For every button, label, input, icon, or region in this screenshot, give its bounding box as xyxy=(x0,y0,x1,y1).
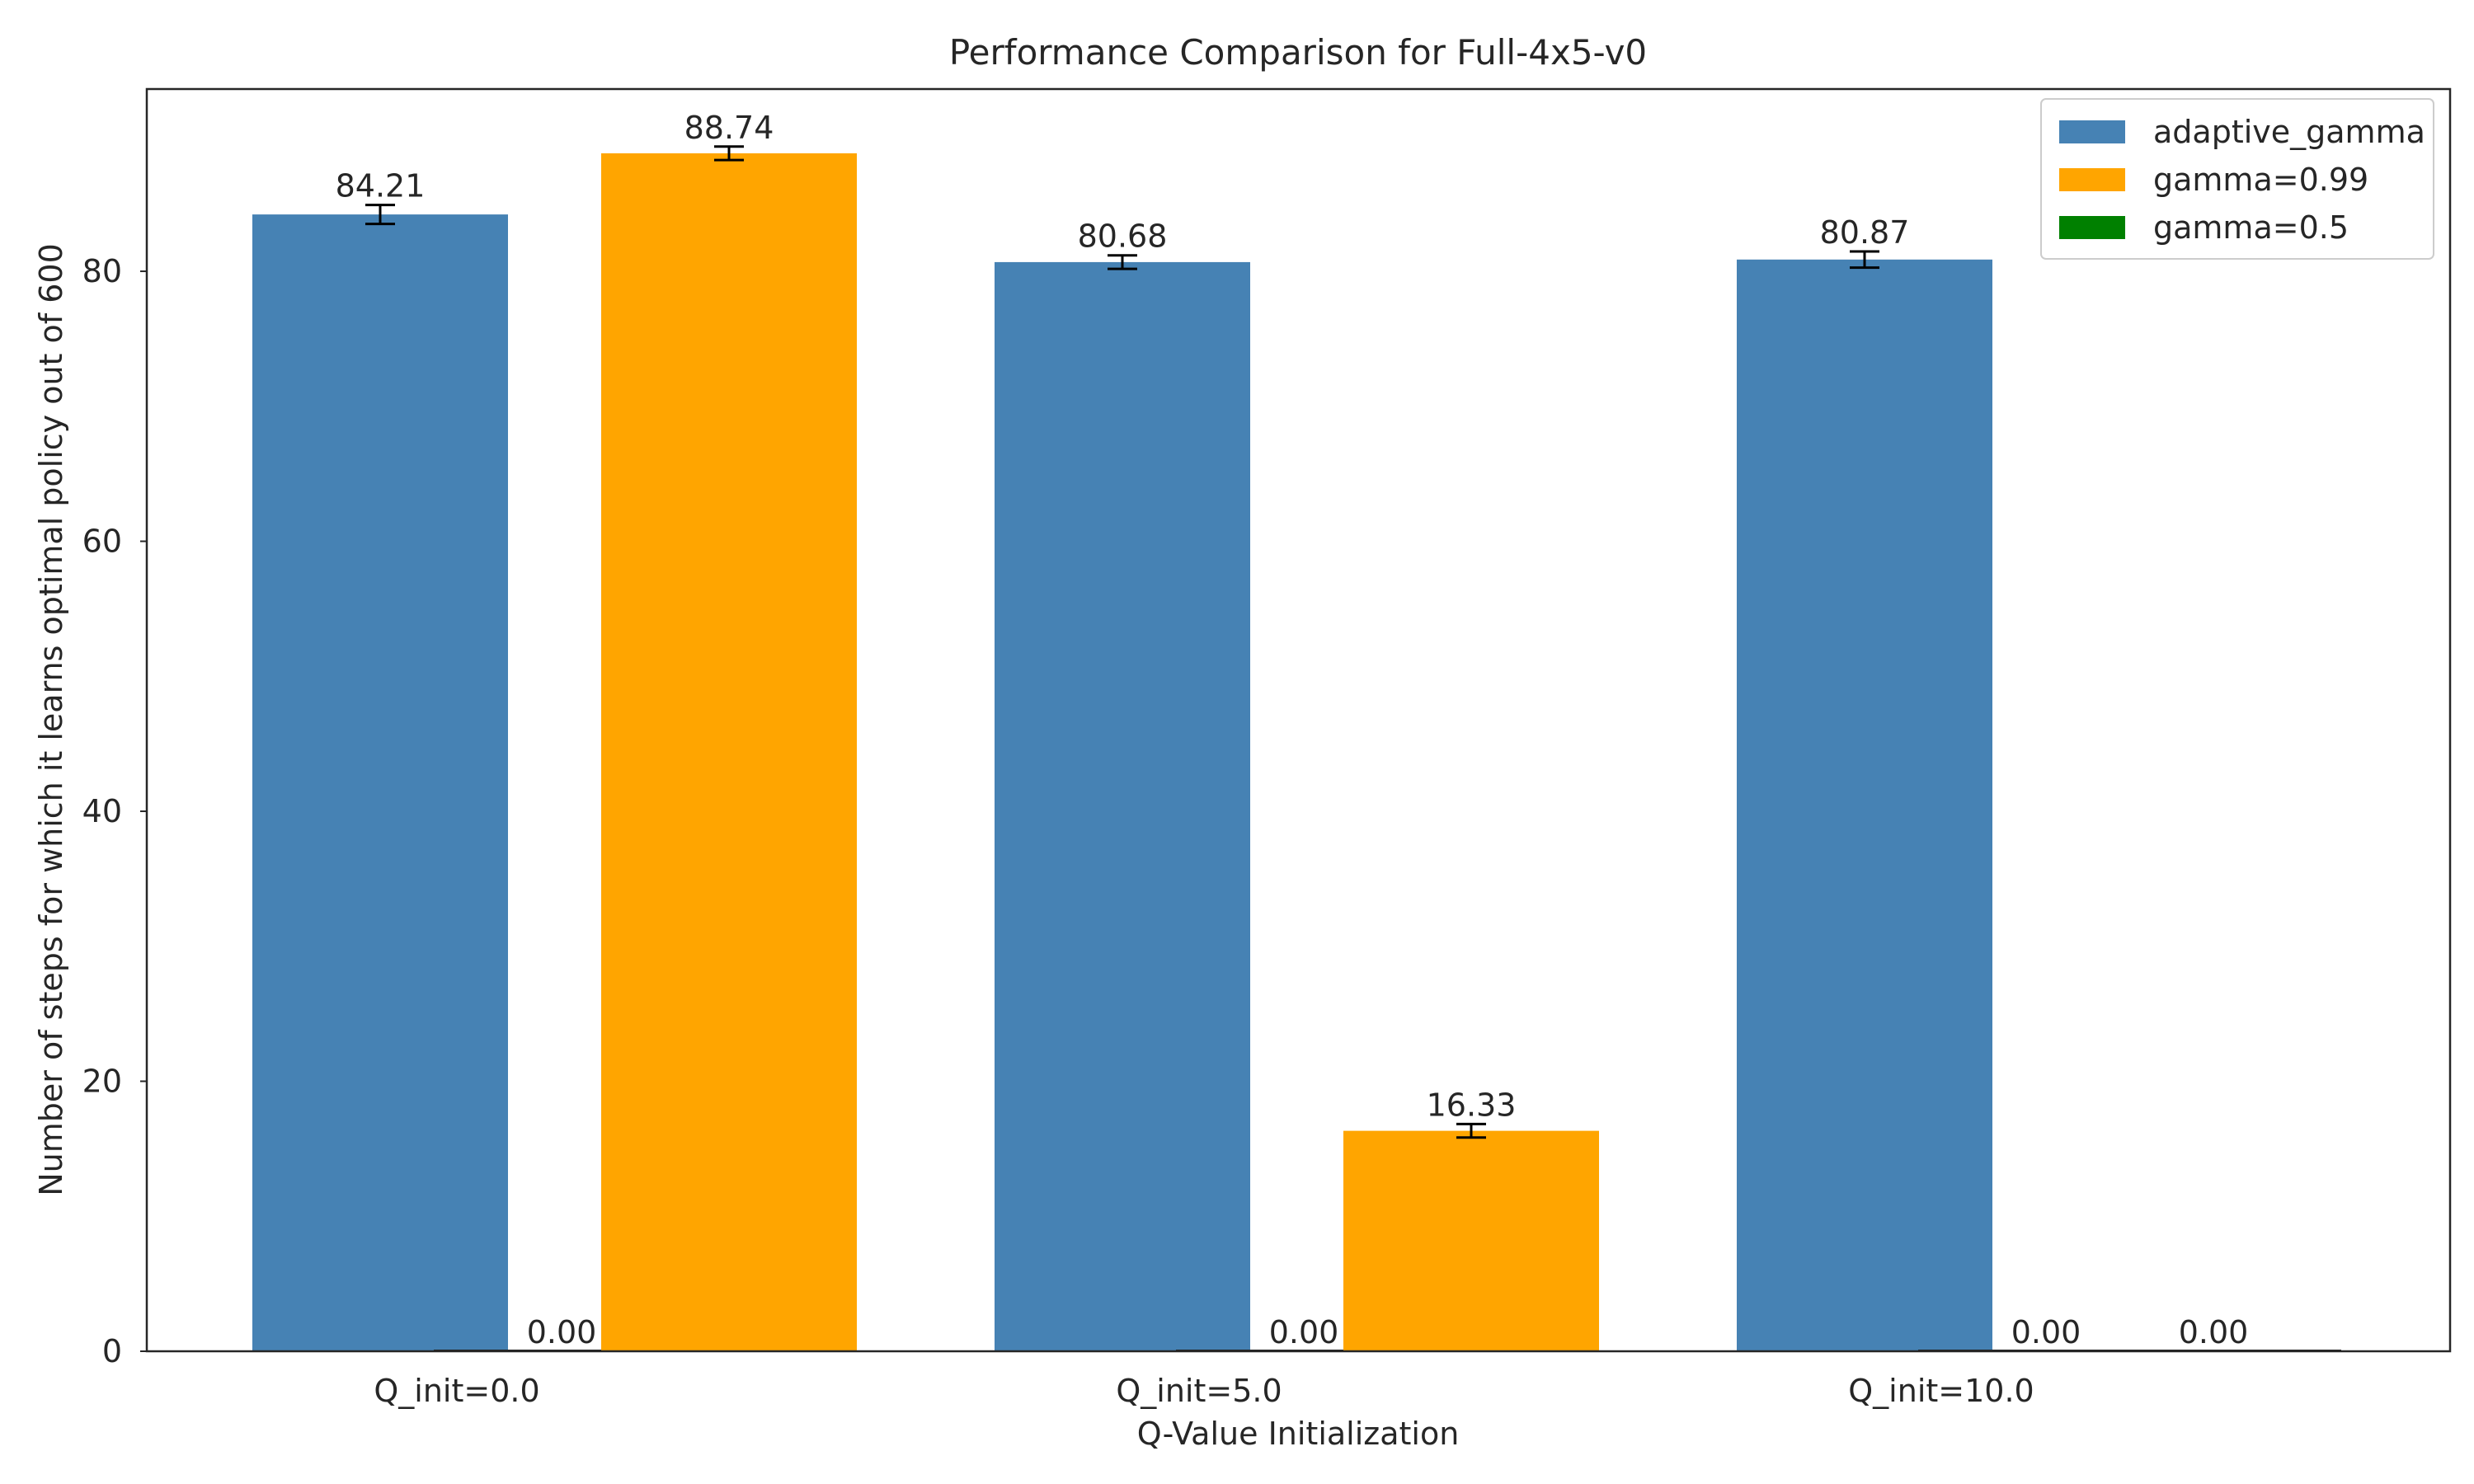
data-label-0-2: 80.87 xyxy=(1820,214,1910,251)
y-tick-label: 0 xyxy=(102,1333,122,1369)
error-bar-0-1 xyxy=(1108,254,1137,270)
bar-2-0 xyxy=(601,153,857,1352)
error-bar-2-1 xyxy=(1456,1122,1486,1139)
plot-frame xyxy=(145,87,2452,1353)
x-tick-label: Q_init=10.0 xyxy=(1848,1373,2034,1409)
data-label-2-0: 88.74 xyxy=(684,110,774,146)
y-tick-label: 60 xyxy=(82,524,122,560)
legend-swatch-1 xyxy=(2059,216,2125,239)
legend-frame xyxy=(2040,98,2434,260)
legend: adaptive_gamma gamma=0.99 gamma=0.5 xyxy=(2040,98,2434,260)
data-label-1-1: 0.00 xyxy=(1269,1314,1339,1350)
legend-label-0: adaptive_gamma xyxy=(2153,114,2425,150)
x-axis-label: Q-Value Initialization xyxy=(1137,1416,1460,1452)
chart-title: Performance Comparison for Full-4x5-v0 xyxy=(949,32,1647,73)
error-bar-0-0 xyxy=(365,204,395,226)
data-labels-layer: 84.21 80.68 80.87 0.00 0.00 0.00 88.74 16.33 0.0… xyxy=(336,110,2249,1350)
bars-layer xyxy=(252,153,2341,1352)
x-tick-label: Q_init=5.0 xyxy=(1116,1373,1282,1409)
legend-label-1: gamma=0.5 xyxy=(2153,209,2349,246)
error-bar-0-2 xyxy=(1850,250,1879,270)
bar-0-2 xyxy=(1737,259,1992,1351)
legend-swatch-0 xyxy=(2059,120,2125,143)
data-label-1-2: 0.00 xyxy=(2011,1314,2081,1350)
x-axis-ticks: Q_init=0.0 Q_init=5.0 Q_init=10.0 xyxy=(374,1373,2034,1409)
error-bars-layer xyxy=(365,145,1879,1139)
data-label-2-2: 0.00 xyxy=(2179,1314,2249,1350)
data-label-0-1: 80.68 xyxy=(1078,218,1168,255)
data-label-0-0: 84.21 xyxy=(336,168,426,204)
bar-0-0 xyxy=(252,214,508,1351)
y-tick-label: 40 xyxy=(82,793,122,829)
data-label-2-1: 16.33 xyxy=(1427,1087,1517,1123)
y-tick-label: 20 xyxy=(82,1064,122,1100)
data-label-1-0: 0.00 xyxy=(527,1314,597,1350)
y-tick-label: 80 xyxy=(82,253,122,289)
error-bar-2-0 xyxy=(714,145,744,162)
legend-label-2: gamma=0.99 xyxy=(2153,162,2368,198)
bar-0-1 xyxy=(995,261,1250,1351)
x-tick-label: Q_init=0.0 xyxy=(374,1373,539,1409)
legend-swatch-2 xyxy=(2059,168,2125,191)
y-axis-label: Number of steps for which it learns opti… xyxy=(33,243,69,1196)
bar-2-1 xyxy=(1343,1130,1599,1351)
y-axis-ticks: 0 20 40 60 80 xyxy=(82,253,147,1369)
